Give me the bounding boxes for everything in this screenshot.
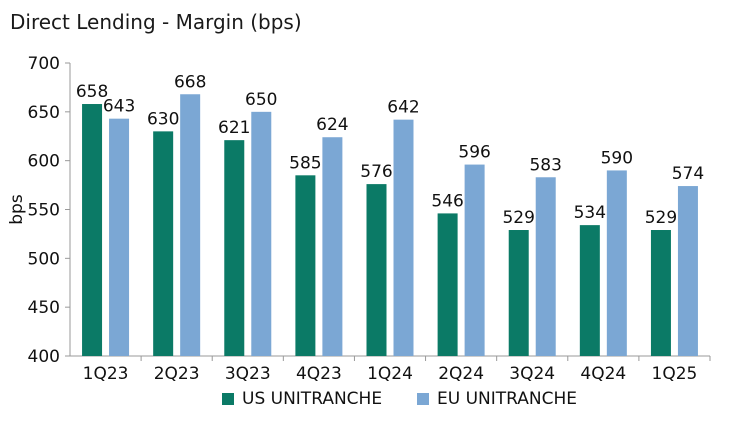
legend-swatch: [417, 393, 429, 405]
bar: [82, 104, 103, 357]
data-label: 624: [316, 115, 348, 135]
data-label: 576: [360, 162, 392, 182]
data-label: 585: [289, 153, 321, 173]
y-tick-label: 550: [28, 201, 60, 221]
bar: [464, 164, 485, 356]
bar: [322, 137, 343, 356]
data-label: 621: [218, 118, 250, 138]
data-label: 529: [502, 208, 534, 228]
y-tick-label: 600: [28, 152, 60, 172]
data-label: 668: [174, 72, 206, 92]
y-tick-label: 700: [28, 54, 60, 74]
y-axis-label: bps: [7, 194, 27, 225]
x-tick-label: 1Q23: [83, 364, 129, 384]
bar: [535, 177, 556, 356]
bar: [393, 119, 414, 356]
data-label: 590: [601, 148, 633, 168]
data-label: 534: [574, 203, 606, 223]
legend: US UNITRANCHE EU UNITRANCHE: [222, 389, 577, 409]
data-label: 658: [76, 82, 108, 102]
data-label: 630: [147, 109, 179, 129]
data-label: 529: [645, 208, 677, 228]
y-tick-label: 400: [28, 347, 60, 367]
x-tick-label: 3Q23: [225, 364, 271, 384]
data-label: 650: [245, 90, 277, 110]
bar: [180, 94, 201, 357]
axes: 400 450 500 550 600 650 700 bps 1Q23 2Q23 3Q23 4Q23…: [7, 54, 711, 384]
bars: [82, 94, 698, 357]
x-tick-label: 1Q24: [367, 364, 413, 384]
x-tick-label: 4Q23: [296, 364, 342, 384]
bar: [109, 118, 130, 356]
bar: [224, 140, 245, 356]
chart-title: Direct Lending - Margin (bps): [10, 10, 302, 34]
bar: [153, 131, 174, 356]
y-tick-label: 650: [28, 103, 60, 123]
bar: [508, 230, 529, 356]
bar: [677, 186, 698, 356]
legend-swatch: [222, 393, 234, 405]
data-label: 546: [431, 191, 463, 211]
bar: [366, 184, 387, 356]
bar: [295, 175, 316, 356]
bar: [251, 111, 272, 356]
x-tick-label: 4Q24: [580, 364, 626, 384]
x-tick-label: 3Q24: [509, 364, 555, 384]
bar: [579, 225, 600, 356]
bar: [437, 213, 458, 356]
y-tick-label: 500: [28, 249, 60, 269]
data-label: 574: [672, 164, 704, 184]
y-tick-label: 450: [28, 298, 60, 318]
bar: [606, 170, 627, 356]
bar: [650, 230, 671, 356]
x-tick-label: 1Q25: [652, 364, 698, 384]
legend-entry: US UNITRANCHE: [242, 389, 382, 409]
data-label: 596: [458, 143, 490, 163]
data-label: 642: [387, 98, 419, 118]
x-tick-label: 2Q23: [154, 364, 200, 384]
x-tick-label: 2Q24: [438, 364, 484, 384]
data-label: 583: [529, 155, 561, 175]
legend-entry: EU UNITRANCHE: [437, 389, 577, 409]
data-label: 643: [103, 97, 135, 117]
